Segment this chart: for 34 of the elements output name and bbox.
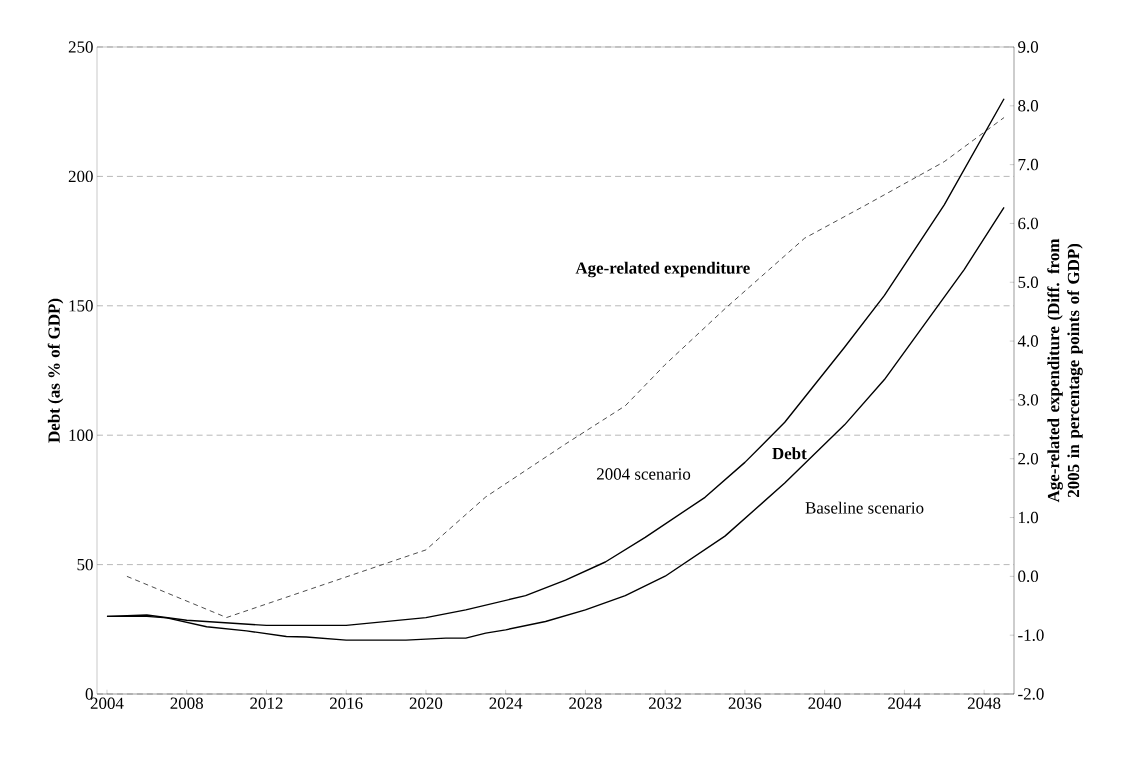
y-tick-label: 250 (68, 41, 93, 53)
y-tick-label: 50 (77, 558, 93, 571)
y2-tick-label: -1.0 (1018, 629, 1044, 641)
y2-tick-label: -2.0 (1018, 688, 1044, 700)
annotation: 2004 scenario (597, 468, 691, 480)
y2-tick-label: 2.0 (1018, 452, 1039, 465)
y2-tick-label: 1.0 (1019, 511, 1039, 524)
y-tick-label: 200 (68, 170, 93, 183)
y2-tick-label: 3.0 (1018, 394, 1039, 406)
y2-axis-title: Age-related expenditure (Diff. from 2005 in percentage points of GDP) (1047, 238, 1083, 503)
annotation: Debt (772, 447, 807, 460)
y-axis-title: Debt (as % of GDP) (47, 298, 64, 443)
y2-tick-label: 0.0 (1018, 570, 1039, 583)
y2-tick-label: 4.0 (1017, 335, 1039, 347)
x-tick-label: 2016 (330, 697, 363, 709)
x-tick-label: 2048 (967, 697, 1001, 709)
y2-tick-label: 5.0 (1018, 276, 1039, 289)
y-tick-label: 100 (69, 429, 93, 441)
x-tick-label: 2024 (489, 697, 523, 709)
x-tick-label: 2028 (569, 697, 602, 709)
y2-tick-label: 8.0 (1018, 100, 1039, 112)
x-tick-label: 2032 (648, 697, 682, 709)
x-tick-label: 2008 (170, 697, 203, 709)
x-tick-label: 2044 (888, 697, 922, 709)
annotation: Baseline scenario (805, 501, 924, 514)
x-tick-label: 2036 (728, 697, 762, 709)
y-tick-label: 150 (69, 300, 93, 312)
x-tick-label: 2040 (808, 697, 841, 709)
annotation: Age-related expenditure (575, 261, 750, 278)
y2-tick-label: 9.0 (1018, 41, 1039, 53)
y2-tick-label: 6.0 (1018, 217, 1039, 230)
y2-tick-label: 7.0 (1018, 158, 1039, 171)
x-tick-label: 2012 (250, 697, 283, 709)
x-tick-label: 2020 (409, 697, 443, 709)
